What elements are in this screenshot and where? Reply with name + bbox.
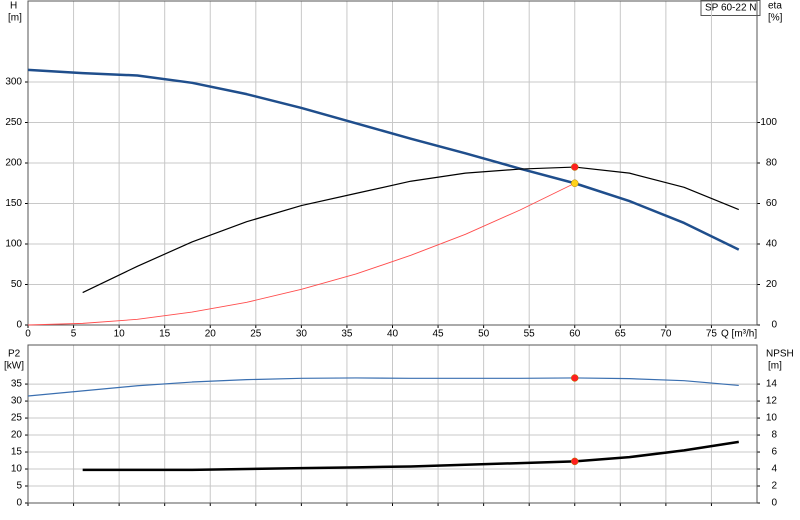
y-tick-label: 0 xyxy=(16,498,22,509)
x-tick-label: 15 xyxy=(159,329,171,340)
x-tick-label: 55 xyxy=(524,329,536,340)
y-tick-label: 200 xyxy=(5,158,22,169)
y2-tick-label: 100 xyxy=(760,117,777,128)
x-tick-label: 45 xyxy=(433,329,445,340)
curve xyxy=(27,377,739,397)
curve xyxy=(27,68,740,251)
y-tick-label: 0 xyxy=(16,320,22,331)
plot-frame xyxy=(27,344,758,504)
plot-frame xyxy=(27,0,758,326)
x-tick-label: 0 xyxy=(25,329,31,340)
x-label: Q [m³/h] xyxy=(721,329,757,340)
y2-tick-label: 14 xyxy=(766,379,778,390)
y-unit: [kW] xyxy=(4,361,24,372)
y-tick-label: 150 xyxy=(5,198,22,209)
data-point xyxy=(571,163,579,171)
y2-tick-label: 60 xyxy=(766,198,778,209)
y2-tick-label: 12 xyxy=(766,396,778,407)
y2-tick-label: 4 xyxy=(771,464,777,475)
y-tick-label: 25 xyxy=(11,413,23,424)
y2-tick-label: 40 xyxy=(766,239,778,250)
curve xyxy=(82,440,739,472)
y2-unit: [m] xyxy=(768,361,782,372)
y2-tick-label: 10 xyxy=(766,413,778,424)
y2-tick-label: 20 xyxy=(766,279,778,290)
data-point xyxy=(571,374,579,382)
y-tick-label: 300 xyxy=(5,77,22,88)
x-tick-label: 10 xyxy=(114,329,126,340)
y-tick-label: 15 xyxy=(11,447,23,458)
y2-unit: [%] xyxy=(768,13,783,24)
chart-title: SP 60-22 N xyxy=(705,3,757,14)
y2-tick-label: 0 xyxy=(771,320,777,331)
x-tick-label: 60 xyxy=(569,329,581,340)
x-tick-label: 35 xyxy=(341,329,353,340)
data-point xyxy=(571,179,579,187)
y-label: P2 xyxy=(8,349,21,360)
y-tick-label: 100 xyxy=(5,239,22,250)
x-tick-label: 20 xyxy=(205,329,217,340)
x-tick-label: 75 xyxy=(706,329,718,340)
curve xyxy=(82,166,740,294)
y-tick-label: 30 xyxy=(11,396,23,407)
y-unit: [m] xyxy=(8,13,22,24)
y2-tick-label: 80 xyxy=(766,158,778,169)
y2-label: eta xyxy=(768,1,782,12)
y-tick-label: 20 xyxy=(11,430,23,441)
x-tick-label: 65 xyxy=(615,329,627,340)
x-tick-label: 70 xyxy=(660,329,672,340)
data-point xyxy=(571,457,579,466)
x-tick-label: 25 xyxy=(250,329,262,340)
y2-label: NPSH xyxy=(766,349,794,360)
y-tick-label: 5 xyxy=(16,481,22,492)
y2-tick-label: 0 xyxy=(771,498,777,509)
y-tick-label: 50 xyxy=(11,279,23,290)
y2-tick-label: 2 xyxy=(771,481,777,492)
x-tick-label: 30 xyxy=(296,329,308,340)
x-tick-label: 40 xyxy=(387,329,399,340)
curve xyxy=(27,182,575,326)
y-tick-label: 10 xyxy=(11,464,23,475)
y2-tick-label: 6 xyxy=(771,447,777,458)
y2-tick-label: 8 xyxy=(771,430,777,441)
x-tick-label: 50 xyxy=(478,329,490,340)
y-label: H xyxy=(10,1,17,12)
x-tick-label: 5 xyxy=(71,329,77,340)
y-tick-label: 250 xyxy=(5,117,22,128)
y-tick-label: 35 xyxy=(11,379,23,390)
